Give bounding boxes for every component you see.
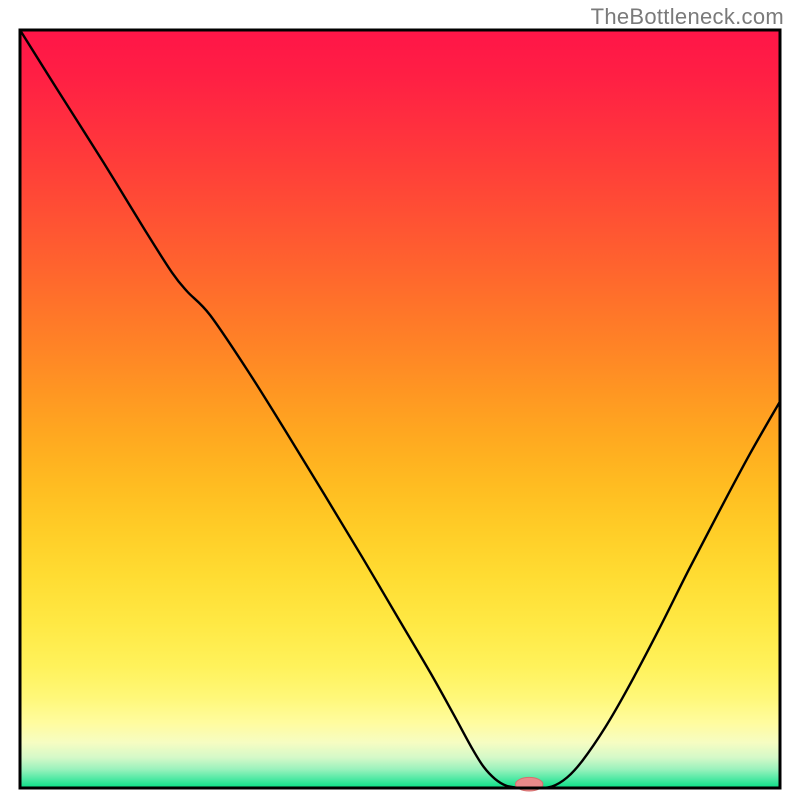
watermark-text: TheBottleneck.com bbox=[591, 4, 784, 30]
plot-background bbox=[20, 30, 780, 788]
chart-container: TheBottleneck.com bbox=[0, 0, 800, 800]
bottleneck-curve-chart bbox=[0, 0, 800, 800]
